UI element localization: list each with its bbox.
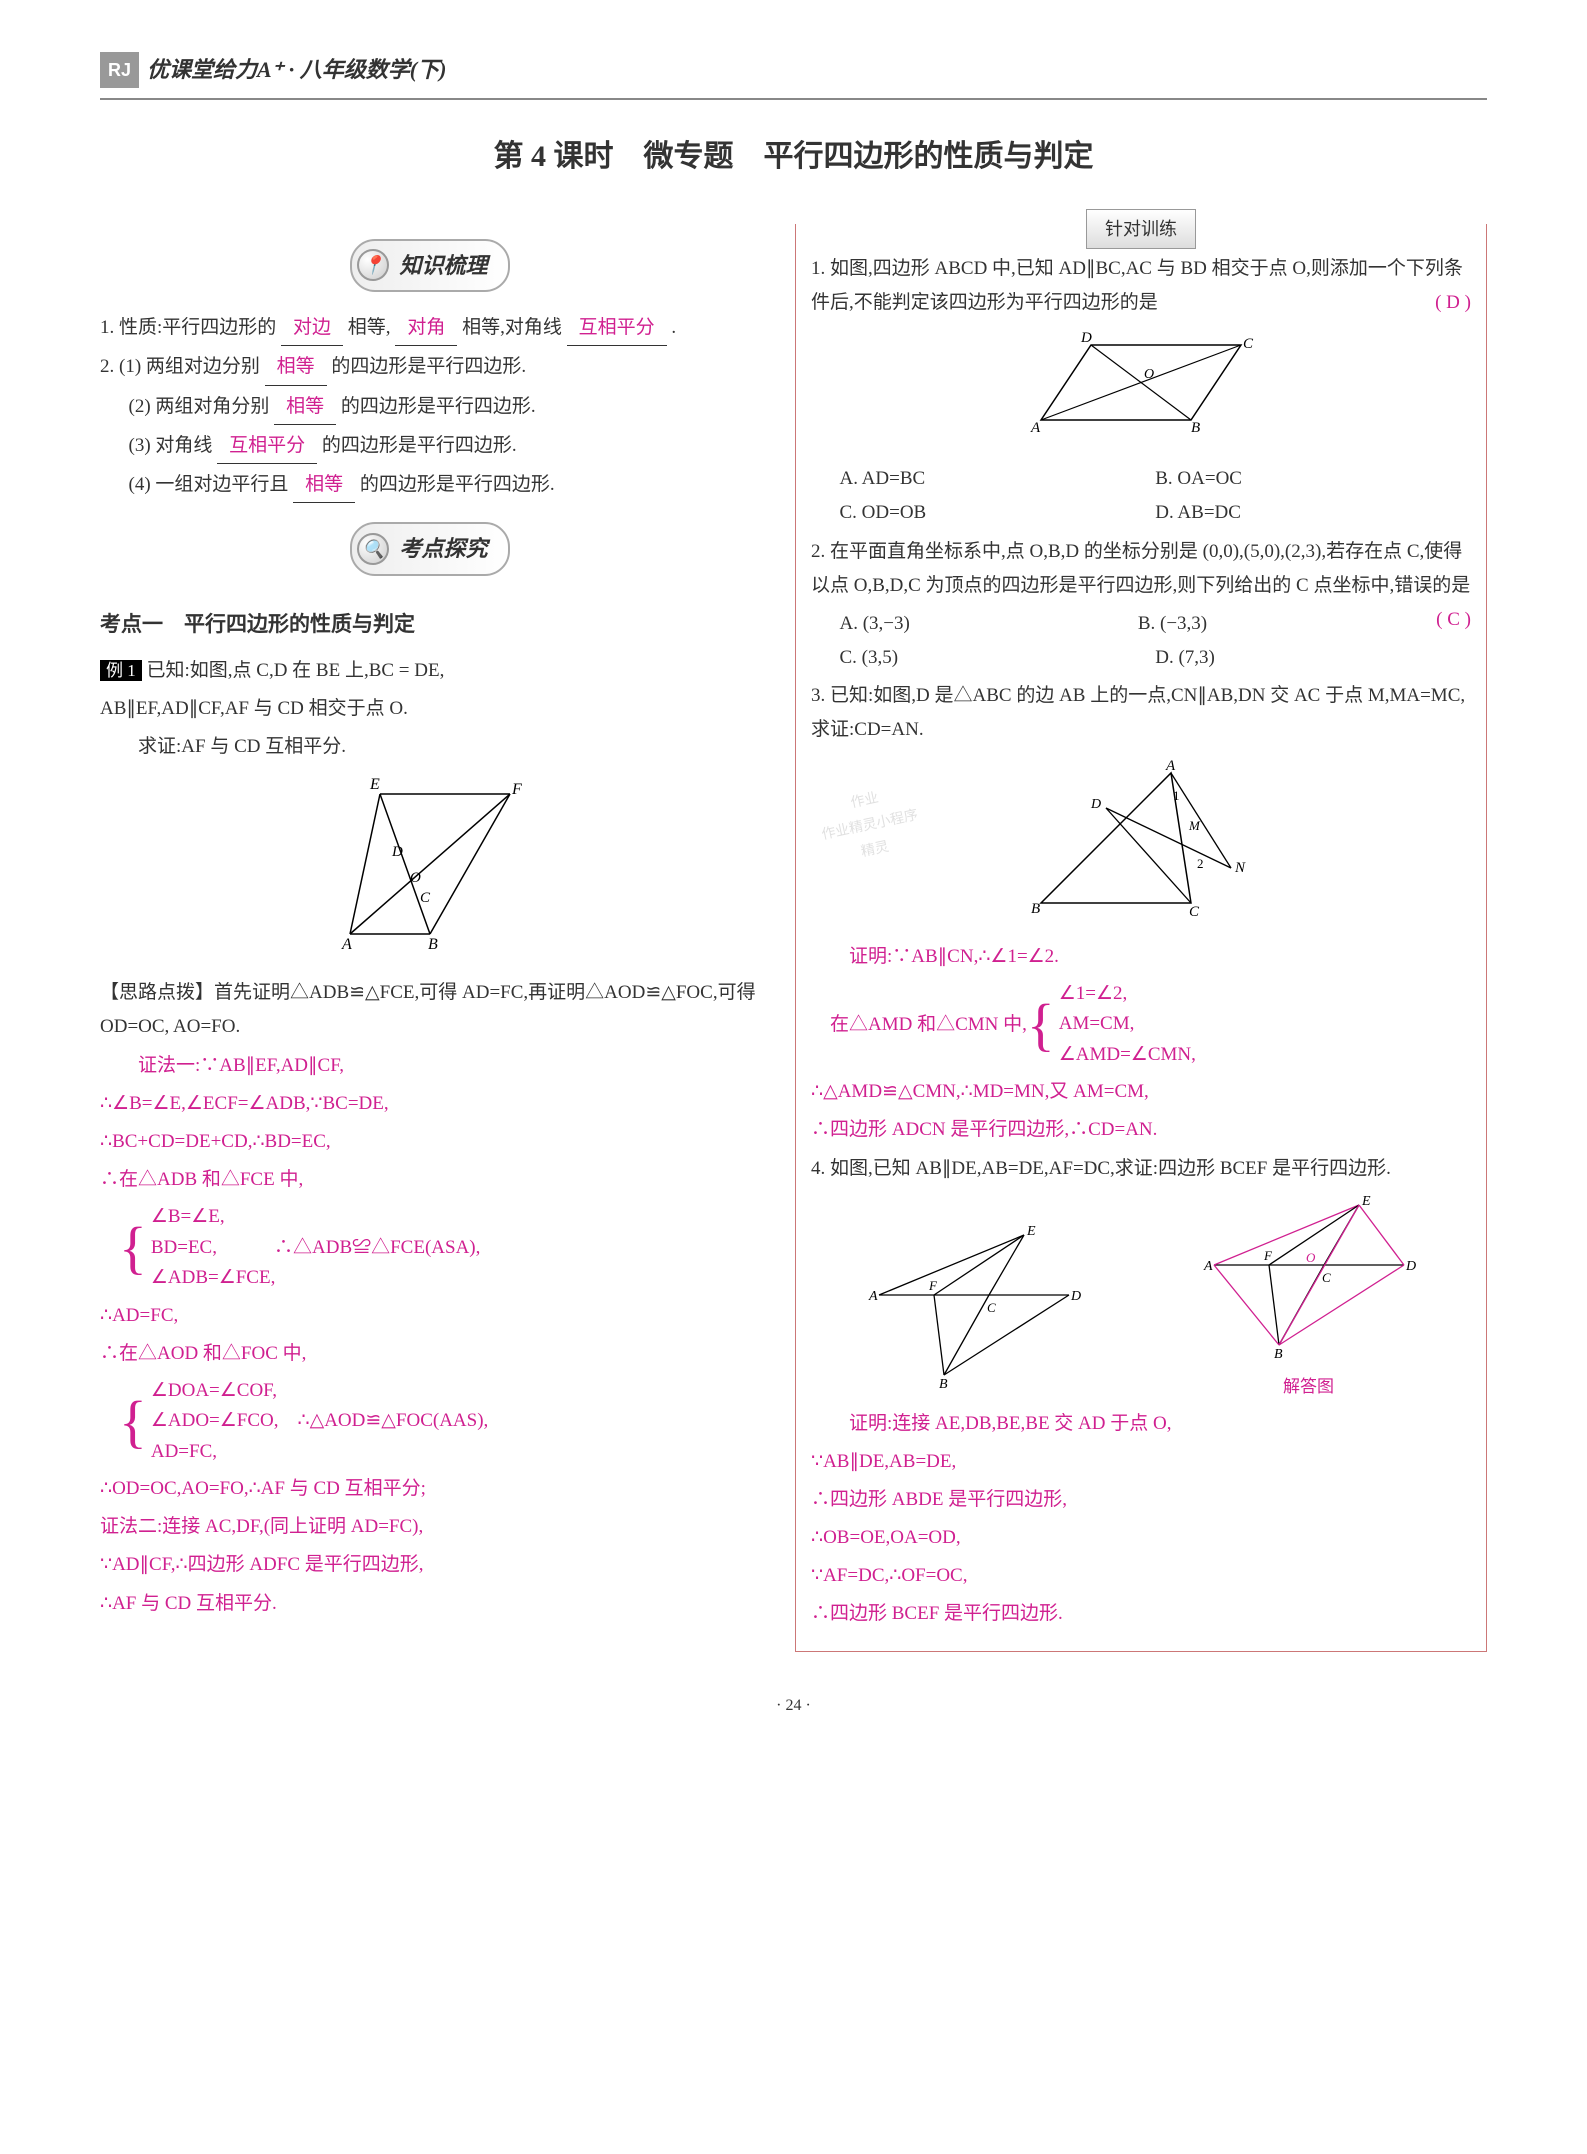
svg-text:B: B <box>939 1377 948 1390</box>
training-tab: 针对训练 <box>1086 209 1196 249</box>
svg-text:A: A <box>341 936 352 953</box>
property-1: 1. 性质:平行四边形的 对边 相等, 对角 相等,对角线 互相平分 . <box>100 311 760 346</box>
hint-block: 【思路点拨】首先证明△ADB≌△FCE,可得 AD=FC,再证明△AOD≌△FO… <box>100 976 760 1044</box>
figure-q4-left: A F C D E B <box>859 1220 1089 1390</box>
svg-text:1: 1 <box>1173 788 1180 803</box>
left-column: 📍 知识梳理 1. 性质:平行四边形的 对边 相等, 对角 相等,对角线 互相平… <box>100 224 775 1652</box>
blank-3: 互相平分 <box>567 311 667 346</box>
figure-q4-right: A F O C D E B <box>1194 1190 1424 1360</box>
svg-text:B: B <box>1191 420 1200 436</box>
svg-text:E: E <box>369 776 380 793</box>
svg-text:A: A <box>1165 758 1176 774</box>
svg-text:B: B <box>1031 901 1040 917</box>
right-column: 针对训练 1. 如图,四边形 ABCD 中,已知 AD∥BC,AC 与 BD 相… <box>795 224 1487 1652</box>
svg-text:C: C <box>1189 904 1200 918</box>
q1-text: 1. 如图,四边形 ABCD 中,已知 AD∥BC,AC 与 BD 相交于点 O… <box>811 252 1471 320</box>
blank-1: 对边 <box>281 311 343 346</box>
figure-ex1: A B E F D C O <box>100 774 760 966</box>
q3-text: 3. 已知:如图,D 是△ABC 的边 AB 上的一点,CN∥AB,DN 交 A… <box>811 679 1471 747</box>
svg-text:B: B <box>428 936 438 953</box>
svg-text:C: C <box>1322 1270 1331 1285</box>
pin-icon: 📍 <box>357 249 389 281</box>
example-1-line3: 求证:AF 与 CD 互相平分. <box>100 730 760 764</box>
property-2-3: (3) 对角线 互相平分 的四边形是平行四边形. <box>100 429 760 464</box>
svg-text:2: 2 <box>1197 856 1204 871</box>
section-badge-knowledge: 📍 知识梳理 <box>350 239 509 293</box>
example-badge: 例 1 <box>100 660 142 681</box>
example-1: 例 1 已知:如图,点 C,D 在 BE 上,BC = DE, <box>100 654 760 688</box>
svg-text:N: N <box>1234 860 1246 876</box>
lesson-title: 第 4 课时 微专题 平行四边形的性质与判定 <box>100 130 1487 184</box>
property-2-2: (2) 两组对角分别 相等 的四边形是平行四边形. <box>100 390 760 425</box>
watermark: 作业作业精灵小程序精灵 <box>814 778 926 872</box>
svg-text:D: D <box>1080 330 1092 346</box>
section1-title: 知识梳理 <box>399 246 487 286</box>
figure-q1: A B C D O <box>811 330 1471 452</box>
svg-text:D: D <box>1070 1289 1081 1304</box>
svg-text:A: A <box>1030 420 1041 436</box>
svg-text:A: A <box>1203 1259 1213 1274</box>
svg-text:F: F <box>928 1278 938 1293</box>
blank-6: 互相平分 <box>217 429 317 464</box>
blank-2: 对角 <box>395 311 457 346</box>
q1-answer: ( D ) <box>1435 286 1471 320</box>
q2-options-row2: C. (3,5) D. (7,3) <box>811 641 1471 675</box>
section-badge-kaodian: 🔍 考点探究 <box>350 522 509 576</box>
svg-text:O: O <box>410 870 421 886</box>
svg-text:A: A <box>868 1289 878 1304</box>
example-1-line2: AB∥EF,AD∥CF,AF 与 CD 相交于点 O. <box>100 692 760 726</box>
q4-proof: 证明:连接 AE,DB,BE,BE 交 AD 于点 O, ∵AB∥DE,AB=D… <box>811 1407 1471 1632</box>
q1-options-row2: C. OD=OB D. AB=DC <box>811 496 1471 530</box>
blank-4: 相等 <box>265 350 327 385</box>
property-2-4: (4) 一组对边平行且 相等 的四边形是平行四边形. <box>100 468 760 503</box>
book-title: 优课堂给力A⁺ · 八年级数学(下) <box>147 50 446 90</box>
svg-text:E: E <box>1026 1224 1036 1239</box>
proof-method-1: 证法一:∵AB∥EF,AD∥CF, ∴∠B=∠E,∠ECF=∠ADB,∵BC=D… <box>100 1049 760 1621</box>
svg-text:C: C <box>987 1300 996 1315</box>
brace-block-2: { ∠DOA=∠COF, ∠ADO=∠FCO, ∴△AOD≌△FOC(AAS),… <box>119 1376 760 1467</box>
figure-q3: 作业作业精灵小程序精灵 A B C D N M 1 2 <box>811 758 1471 930</box>
svg-text:D: D <box>391 844 403 860</box>
rj-badge: RJ <box>100 52 139 88</box>
svg-text:C: C <box>1243 336 1254 352</box>
brace-block-1: { ∠B=∠E, BD=EC, ∴△ADB≌△FCE(ASA), ∠ADB=∠F… <box>119 1202 760 1293</box>
brace-block-q3: 在△AMD 和△CMN 中, { ∠1=∠2, AM=CM, ∠AMD=∠CMN… <box>830 979 1471 1070</box>
property-2-1: 2. (1) 两组对边分别 相等 的四边形是平行四边形. <box>100 350 760 385</box>
magnifier-icon: 🔍 <box>357 533 389 565</box>
svg-text:F: F <box>511 781 522 798</box>
svg-text:O: O <box>1144 367 1154 382</box>
q4-solution-caption: 解答图 <box>1194 1372 1424 1403</box>
svg-text:O: O <box>1306 1250 1316 1265</box>
q2-options-row1: A. (3,−3) B. (−3,3) <box>811 607 1436 641</box>
figure-q4-row: A F C D E B <box>811 1190 1471 1403</box>
q3-proof: 证明:∵AB∥CN,∴∠1=∠2. 在△AMD 和△CMN 中, { ∠1=∠2… <box>811 940 1471 1148</box>
blank-5: 相等 <box>274 390 336 425</box>
svg-text:C: C <box>420 890 431 906</box>
q2-answer: ( C ) <box>1436 603 1471 637</box>
svg-text:D: D <box>1090 797 1101 812</box>
q2-text: 2. 在平面直角坐标系中,点 O,B,D 的坐标分别是 (0,0),(5,0),… <box>811 535 1471 603</box>
section2-title: 考点探究 <box>399 529 487 569</box>
kaodian-1-header: 考点一 平行四边形的性质与判定 <box>100 606 760 644</box>
svg-text:E: E <box>1361 1194 1371 1209</box>
two-column-layout: 📍 知识梳理 1. 性质:平行四边形的 对边 相等, 对角 相等,对角线 互相平… <box>100 224 1487 1652</box>
q1-options-row1: A. AD=BC B. OA=OC <box>811 462 1471 496</box>
svg-text:D: D <box>1405 1259 1416 1274</box>
page-header: RJ 优课堂给力A⁺ · 八年级数学(下) <box>100 50 1487 100</box>
svg-text:B: B <box>1274 1347 1283 1360</box>
q4-text: 4. 如图,已知 AB∥DE,AB=DE,AF=DC,求证:四边形 BCEF 是… <box>811 1152 1471 1186</box>
blank-7: 相等 <box>293 468 355 503</box>
svg-text:M: M <box>1188 818 1201 833</box>
page-number: · 24 · <box>100 1692 1487 1721</box>
svg-text:F: F <box>1263 1248 1273 1263</box>
